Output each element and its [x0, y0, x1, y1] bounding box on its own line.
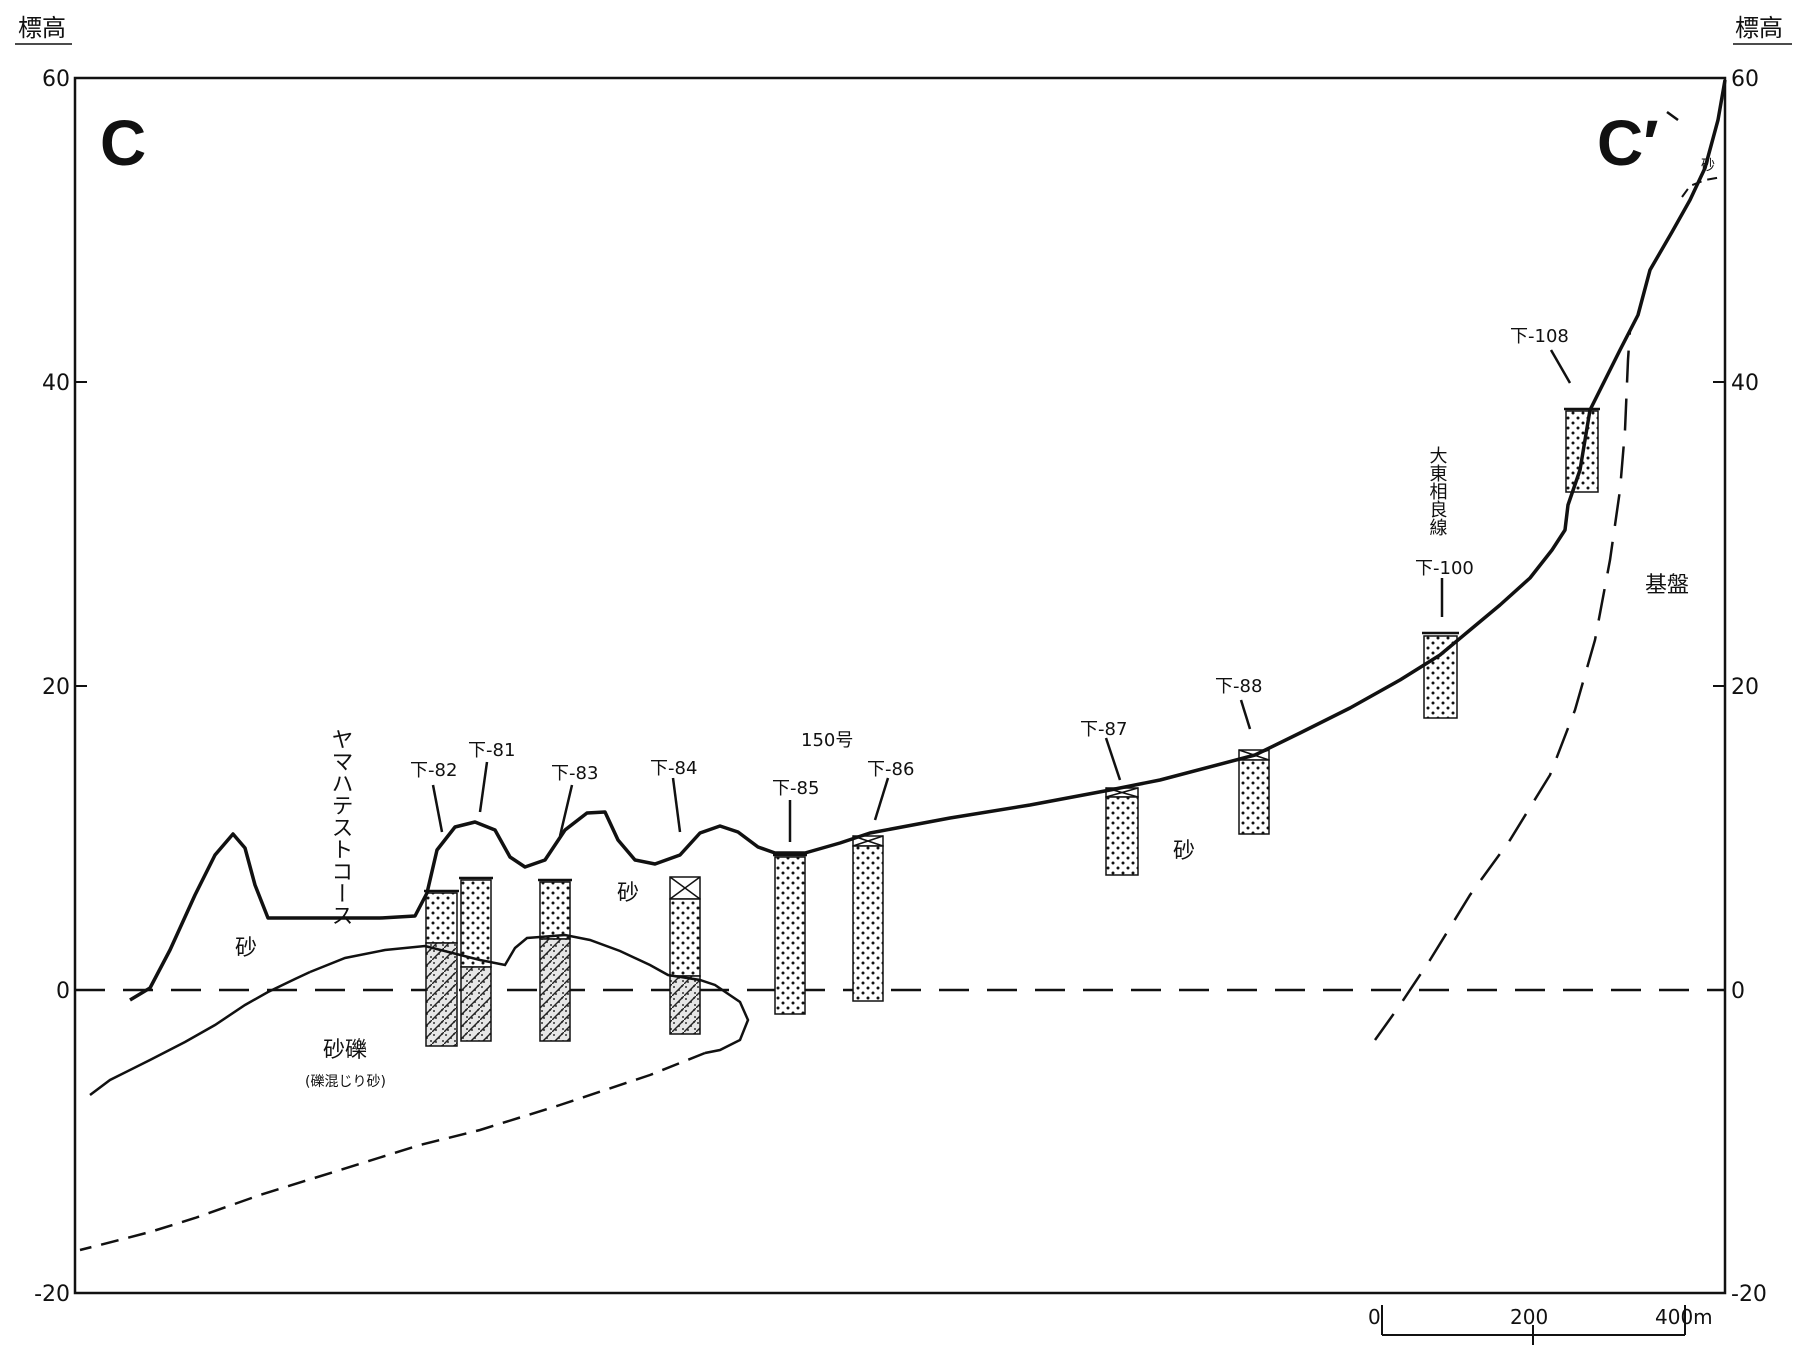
- borehole-shita-100-column: [1422, 631, 1459, 719]
- sand-gravel-boundary-solid: [309, 933, 750, 1055]
- annotation-sand-top-right: 砂: [1701, 158, 1715, 174]
- y-axis-title-right: 標高: [1735, 14, 1783, 42]
- borehole-label-shita-81: 下-81: [468, 740, 515, 761]
- borehole-shita-87-column: [1105, 787, 1139, 876]
- y-tick-right-60: 60: [1731, 67, 1759, 92]
- y-tick-left-60: 60: [42, 67, 70, 92]
- borehole-label-shita-82: 下-82: [410, 760, 457, 781]
- borehole-label-shita-87: 下-87: [1080, 719, 1127, 740]
- scale-label-400m: 400m: [1655, 1305, 1713, 1329]
- y-tick-left-0: 0: [56, 979, 70, 1004]
- plot-frame: [73, 76, 1727, 1295]
- annotation-sand-mid: 砂: [617, 881, 639, 906]
- annotation-daito-sagara-line: 大東相良線: [1427, 446, 1448, 536]
- borehole-shita-81-column: [459, 876, 493, 1042]
- y-tick-marks: [75, 381, 1725, 687]
- annotation-gravel: 砂礫: [323, 1038, 367, 1063]
- borehole-label-shita-88: 下-88: [1215, 676, 1262, 697]
- borehole-label-shita-84: 下-84: [650, 758, 697, 779]
- borehole-shita-86-column: [852, 835, 884, 1002]
- annotation-gravel-note: (礫混じり砂): [305, 1074, 386, 1090]
- sand-boundary-top-right: [1681, 176, 1723, 198]
- borehole-label-shita-100: 下-100: [1415, 558, 1474, 579]
- y-tick-left-minus20: -20: [34, 1282, 70, 1307]
- borehole-label-shita-83: 下-83: [551, 763, 598, 784]
- annotation-sand-right: 砂: [1173, 839, 1195, 864]
- borehole-shita-83-column: [538, 878, 572, 1042]
- y-tick-right-0: 0: [1731, 979, 1745, 1004]
- borehole-shita-85-column: [773, 853, 807, 1015]
- borehole-shita-82-column: [424, 889, 459, 1047]
- borehole-label-shita-85: 下-85: [772, 778, 819, 799]
- section-end-label: C′: [1597, 107, 1659, 179]
- borehole-shita-84-column: [669, 876, 701, 1035]
- borehole-shita-88-column: [1238, 749, 1270, 835]
- scale-label-200: 200: [1510, 1305, 1548, 1329]
- borehole-label-shita-86: 下-86: [867, 759, 914, 780]
- y-tick-right-20: 20: [1731, 675, 1759, 700]
- scale-bar: [1381, 1305, 1686, 1345]
- annotation-route-150: 150号: [801, 730, 853, 751]
- y-tick-left-40: 40: [42, 371, 70, 396]
- y-axis-title-left: 標高: [18, 14, 66, 42]
- y-tick-right-minus20: -20: [1731, 1282, 1767, 1307]
- section-start-label: C: [100, 107, 146, 179]
- sand-gravel-boundary: [89, 970, 311, 1096]
- scale-label-0: 0: [1368, 1305, 1381, 1329]
- y-tick-right-40: 40: [1731, 371, 1759, 396]
- basement-boundary: [1373, 329, 1632, 1041]
- annotation-basement: 基盤: [1645, 573, 1689, 598]
- annotation-test-course: ヤマハテストコース: [328, 728, 353, 926]
- annotation-sand-left: 砂: [235, 936, 257, 961]
- gravel-base-line: [79, 1051, 706, 1252]
- borehole-leader-lines: [431, 110, 1679, 842]
- borehole-label-shita-108: 下-108: [1510, 326, 1569, 347]
- y-tick-left-20: 20: [42, 675, 70, 700]
- ground-surface-line: [129, 79, 1727, 1002]
